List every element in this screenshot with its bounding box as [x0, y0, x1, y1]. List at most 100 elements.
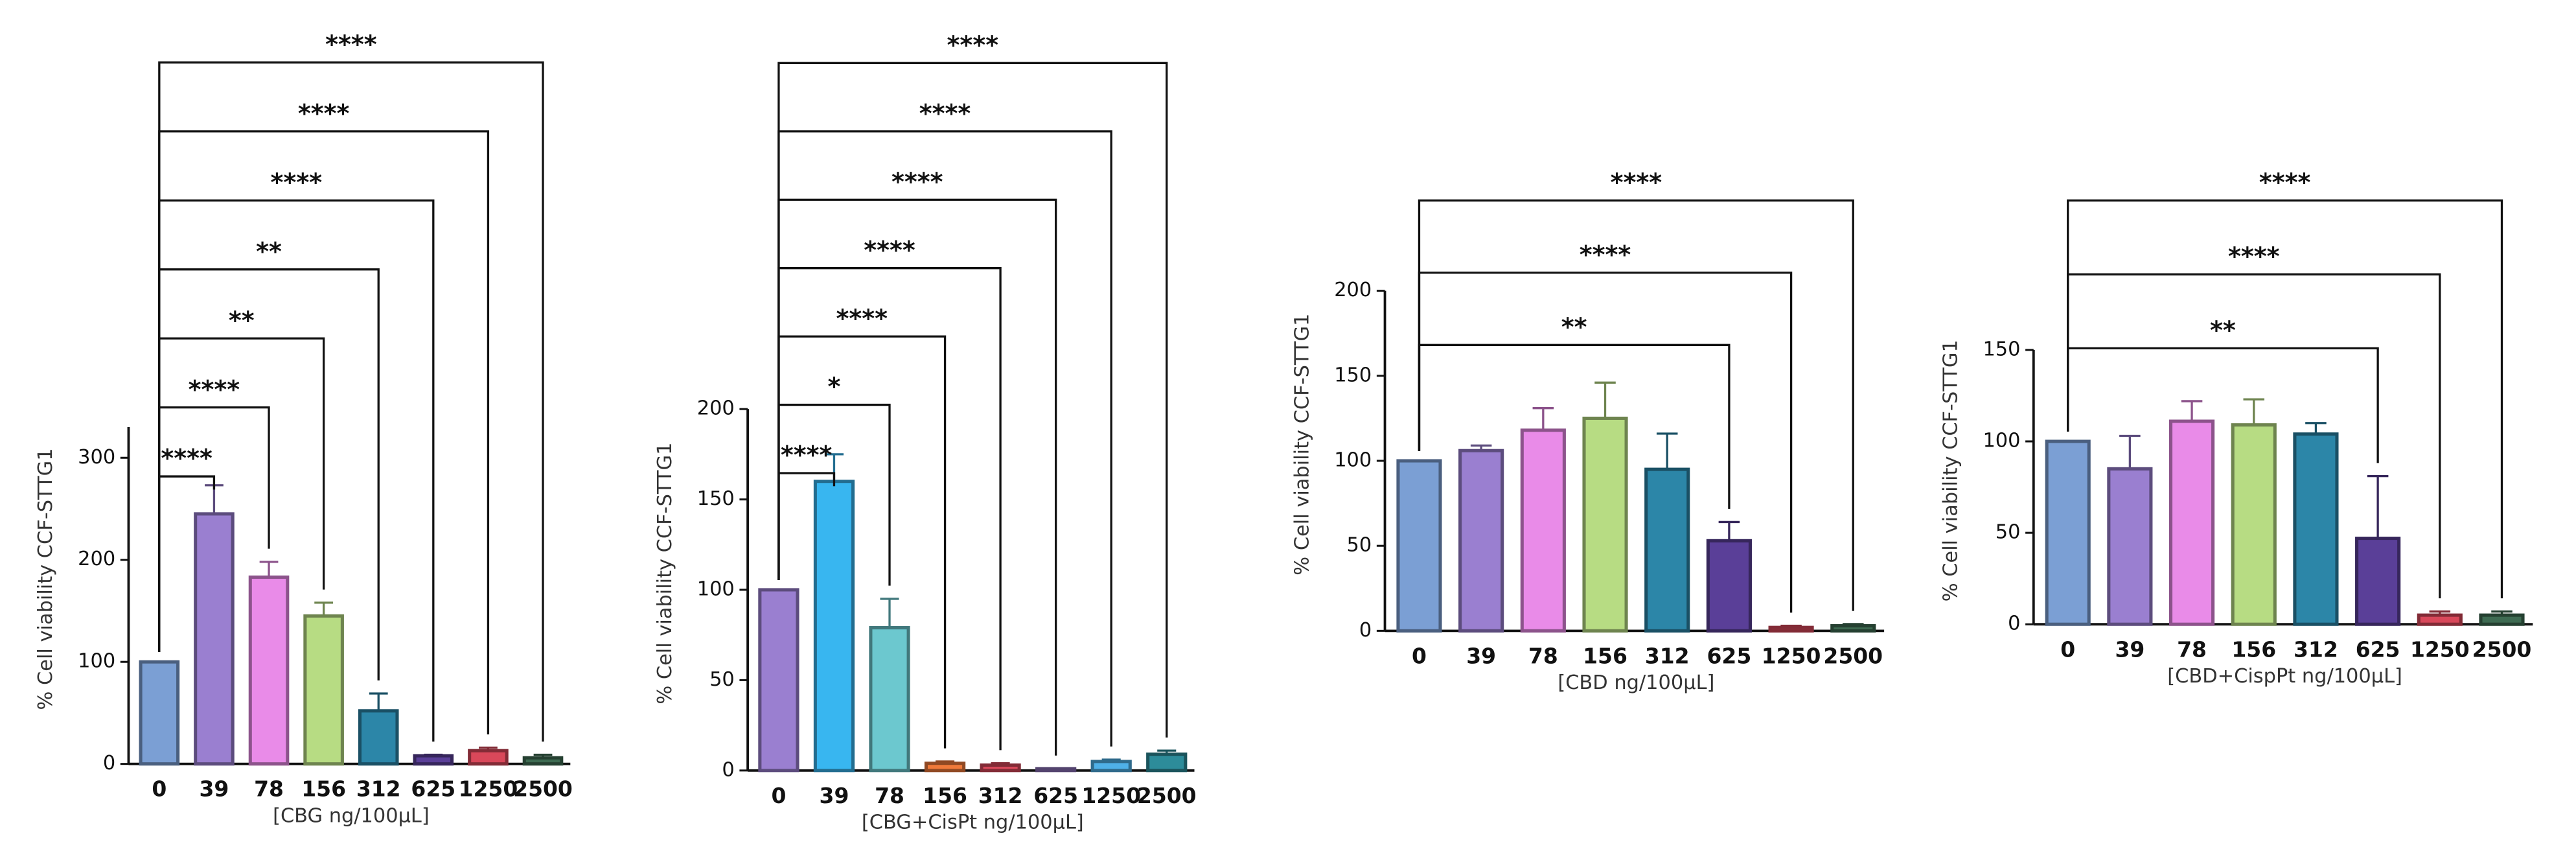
bar — [980, 763, 1021, 773]
x-tick-label: 0 — [1412, 643, 1427, 668]
x-tick-label: 312 — [2294, 636, 2338, 662]
significance-label: **** — [298, 99, 350, 128]
x-tick-label: 39 — [820, 783, 849, 808]
x-tick-label: 2500 — [1823, 643, 1883, 668]
bar — [2417, 613, 2463, 626]
bar — [248, 575, 290, 766]
y-tick-label: 50 — [1995, 521, 2021, 544]
y-tick-label: 50 — [1347, 534, 1372, 557]
bar — [2355, 537, 2401, 626]
y-tick-label: 100 — [1334, 449, 1372, 471]
significance-label: **** — [325, 30, 377, 58]
x-tick-label: 78 — [254, 776, 284, 802]
significance-bracket — [158, 61, 544, 742]
y-tick-label: 150 — [1334, 364, 1372, 386]
x-tick-label: 0 — [771, 783, 786, 808]
x-tick-label: 625 — [1033, 783, 1078, 808]
x-tick-label: 312 — [1645, 643, 1690, 668]
y-tick-label: 100 — [78, 650, 115, 673]
significance-label: **** — [836, 304, 888, 332]
bar — [813, 480, 855, 773]
bar — [2231, 423, 2277, 626]
x-tick-label: 625 — [2356, 636, 2400, 662]
x-tick-label: 156 — [923, 783, 967, 808]
bar — [413, 754, 454, 766]
bar — [758, 588, 799, 773]
y-tick-label: 100 — [697, 577, 735, 600]
x-axis-label: [CBD+CispPt ng/100μL] — [2167, 665, 2402, 688]
bar — [522, 756, 564, 766]
panel: 0 50 100 150 0 39 78 156 312 625 1250 2500 [CBD+Cisp… — [1940, 168, 2533, 688]
significance-label: **** — [891, 167, 943, 196]
bar — [1458, 449, 1504, 633]
x-tick-label: 39 — [1466, 643, 1496, 668]
x-axis-label: [CBG+CisPt ng/100μL] — [862, 811, 1084, 834]
bar — [303, 614, 344, 766]
significance-label: **** — [1611, 168, 1662, 196]
x-tick-label: 2500 — [513, 776, 573, 802]
bar — [2293, 432, 2339, 626]
bar — [358, 709, 399, 766]
x-tick-label: 1250 — [2410, 636, 2470, 662]
significance-bracket — [777, 62, 1168, 738]
significance-bracket — [158, 337, 325, 652]
x-tick-label: 78 — [1528, 643, 1558, 668]
significance-label: **** — [1580, 240, 1631, 269]
bar — [2045, 439, 2091, 626]
y-tick-label: 0 — [103, 752, 115, 775]
y-tick-label: 0 — [1359, 619, 1372, 642]
bar — [1146, 752, 1188, 773]
y-tick-label: 100 — [1983, 430, 2020, 452]
significance-label: **** — [781, 441, 833, 469]
significance-label: ** — [2210, 316, 2236, 345]
y-axis-label: % Cell viability CCF-STTG1 — [654, 443, 676, 705]
bar — [1582, 416, 1628, 633]
bar — [1706, 539, 1752, 633]
y-tick-label: 200 — [1334, 279, 1372, 301]
significance-label: ** — [229, 306, 255, 334]
x-tick-label: 312 — [978, 783, 1023, 808]
x-tick-label: 2500 — [1137, 783, 1197, 808]
significance-label: **** — [161, 444, 213, 472]
significance-label: ** — [256, 237, 282, 266]
significance-label: **** — [864, 236, 915, 264]
y-axis-label: % Cell viability CCF-STTG1 — [1940, 340, 1962, 601]
significance-label: * — [828, 373, 841, 401]
significance-label: **** — [2228, 242, 2280, 270]
y-tick-label: 150 — [1983, 338, 2020, 360]
bar — [869, 625, 910, 773]
x-tick-label: 1250 — [459, 776, 518, 802]
bar — [1396, 459, 1442, 633]
y-axis-label: % Cell viability CCF-STTG1 — [34, 448, 57, 710]
bar — [924, 762, 966, 773]
significance-label: **** — [919, 99, 971, 128]
y-tick-label: 150 — [697, 487, 735, 510]
bar — [194, 512, 235, 766]
bar — [139, 660, 180, 766]
y-tick-label: 200 — [78, 548, 115, 570]
y-tick-label: 50 — [709, 668, 735, 691]
x-tick-label: 156 — [301, 776, 346, 802]
significance-bracket — [2067, 199, 2503, 599]
significance-label: **** — [271, 168, 323, 196]
significance-bracket — [1418, 199, 1854, 611]
bar — [1644, 467, 1690, 633]
panel: 0 50 100 150 200 0 39 78 156 312 625 1250 2500 [CBD n… — [1291, 168, 1885, 694]
significance-label: **** — [2259, 168, 2311, 196]
x-tick-label: 0 — [2060, 636, 2075, 662]
x-tick-label: 1250 — [1762, 643, 1821, 668]
bar — [1830, 624, 1876, 633]
significance-bracket — [777, 335, 947, 749]
x-tick-label: 78 — [875, 783, 904, 808]
x-tick-label: 39 — [200, 776, 229, 802]
bar — [2107, 467, 2153, 626]
x-tick-label: 2500 — [2472, 636, 2532, 662]
y-axis-label: % Cell viability CCF-STTG1 — [1291, 314, 1313, 576]
significance-label: **** — [947, 30, 999, 59]
bar — [1090, 760, 1132, 773]
x-tick-label: 625 — [1707, 643, 1752, 668]
x-axis-label: [CBD ng/100μL] — [1558, 671, 1714, 694]
